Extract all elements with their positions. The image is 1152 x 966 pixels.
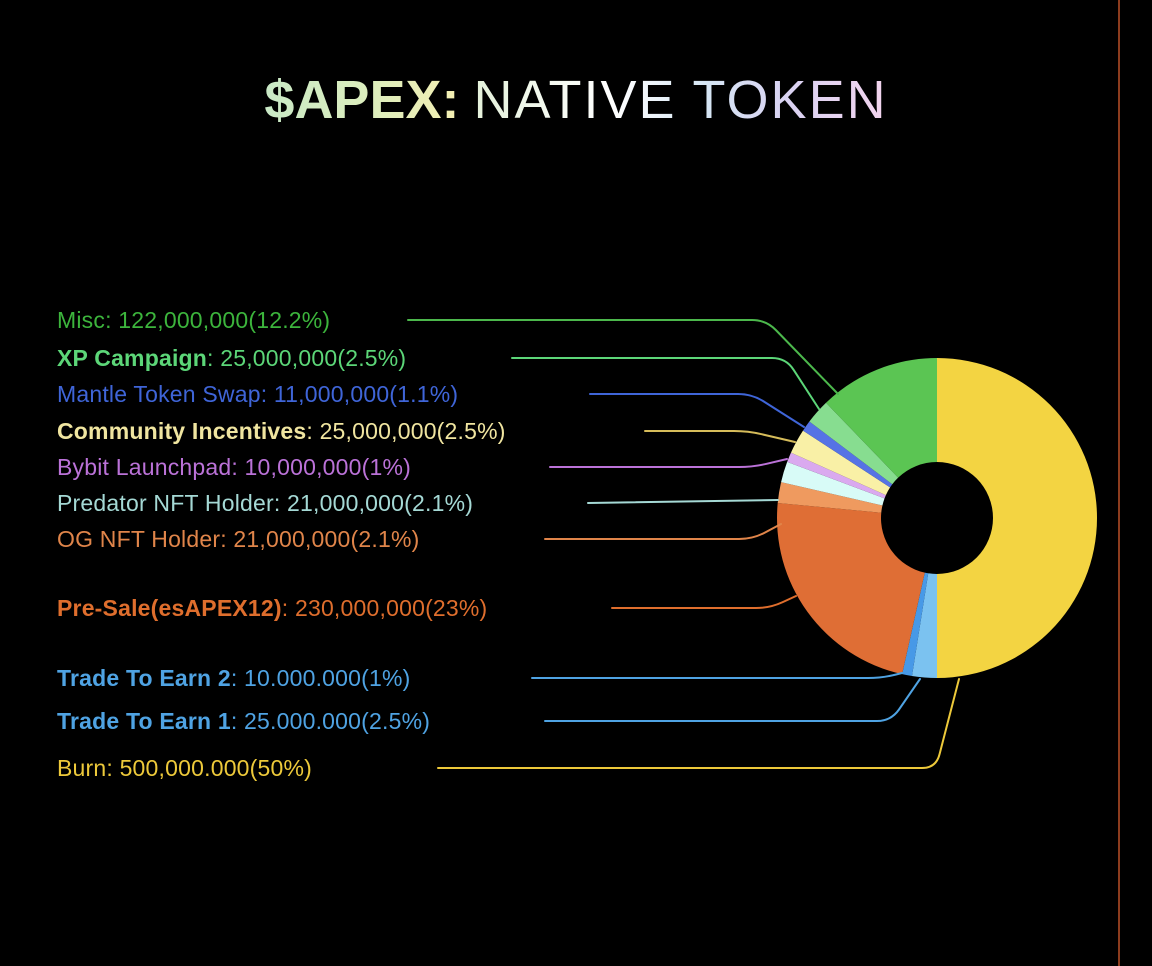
pie-slice-burn	[937, 358, 1097, 678]
pie-slice-xp-campaign	[809, 402, 899, 485]
legend-item-predator-nft-holder: Predator NFT Holder: 21,000,000(2.1%)	[57, 487, 473, 519]
leader-line-bybit-launchpad	[549, 458, 788, 468]
pie-slice-og-nft-holder	[777, 482, 883, 513]
leader-line-xp-campaign	[511, 357, 820, 410]
pie-slice-trade-to-earn-1	[911, 573, 937, 678]
legend-item-name: Trade To Earn 2	[57, 665, 231, 691]
leader-line-trade-to-earn-1	[544, 678, 921, 722]
legend-item-misc: Misc: 122,000,000(12.2%)	[57, 304, 330, 336]
legend-item-mantle-token-swap: Mantle Token Swap: 11,000,000(1.1%)	[57, 378, 458, 410]
legend-item-value: : 11,000,000(1.1%)	[260, 381, 459, 407]
leader-line-misc	[407, 319, 839, 395]
legend-item-burn: Burn: 500,000.000(50%)	[57, 752, 312, 784]
page-title: $APEX: NATIVE TOKEN	[0, 68, 1152, 132]
legend-item-value: : 21,000,000(2.1%)	[273, 490, 474, 516]
legend-item-value: : 230,000,000(23%)	[281, 595, 488, 621]
leader-line-og-nft-holder	[544, 523, 782, 540]
legend-item-value: : 10.000.000(1%)	[230, 665, 411, 691]
legend-item-name: Bybit Launchpad	[57, 454, 232, 480]
pie-slice-misc	[826, 358, 937, 478]
legend-item-value: : 122,000,000(12.2%)	[105, 307, 331, 333]
legend-item-name: Pre-Sale(esAPEX12)	[57, 595, 282, 621]
legend-item-trade-to-earn-1: Trade To Earn 1: 25.000.000(2.5%)	[57, 705, 430, 737]
legend-item-value: : 21,000,000(2.1%)	[220, 526, 420, 552]
legend-item-bybit-launchpad: Bybit Launchpad: 10,000,000(1%)	[57, 451, 411, 483]
pie-slice-predator-nft-holder	[781, 461, 885, 506]
legend-item-value: : 25,000,000(2.5%)	[207, 345, 407, 371]
legend-item-name: Mantle Token Swap	[57, 381, 261, 407]
legend-item-value: : 500,000.000(50%)	[106, 755, 313, 781]
legend-item-value: : 25,000,000(2.5%)	[306, 418, 506, 444]
legend-item-value: : 10,000,000(1%)	[231, 454, 412, 480]
legend-item-trade-to-earn-2: Trade To Earn 2: 10.000.000(1%)	[57, 662, 411, 694]
legend-item-community-incentives: Community Incentives: 25,000,000(2.5%)	[57, 415, 506, 447]
legend-item-name: Burn	[57, 755, 107, 781]
legend-item-name: XP Campaign	[57, 345, 208, 371]
pie-slice-pre-sale-esapex12	[776, 502, 925, 675]
legend-item-pre-sale-esapex12: Pre-Sale(esAPEX12): 230,000,000(23%)	[57, 592, 487, 624]
leader-line-pre-sale-esapex12	[611, 595, 797, 609]
legend-item-value: : 25.000.000(2.5%)	[230, 708, 431, 734]
page-title-accent: $APEX:	[264, 70, 460, 130]
leader-line-burn	[437, 678, 960, 769]
legend-item-name: Misc	[57, 307, 106, 333]
legend-item-name: Community Incentives	[57, 418, 307, 444]
page-title-rest: NATIVE TOKEN	[473, 70, 888, 130]
legend-item-xp-campaign: XP Campaign: 25,000,000(2.5%)	[57, 342, 406, 374]
legend-item-name: Predator NFT Holder	[57, 490, 274, 516]
pie-slice-bybit-launchpad	[787, 452, 886, 499]
legend-item-name: Trade To Earn 1	[57, 708, 231, 734]
leader-line-trade-to-earn-2	[531, 672, 903, 679]
leader-line-mantle-token-swap	[589, 393, 805, 428]
leader-line-community-incentives	[644, 430, 796, 443]
pie-slice-community-incentives	[790, 430, 891, 496]
leader-line-predator-nft-holder	[587, 499, 779, 504]
pie-slice-mantle-token-swap	[803, 421, 893, 488]
legend-item-og-nft-holder: OG NFT Holder: 21,000,000(2.1%)	[57, 523, 419, 555]
pie-slice-trade-to-earn-2	[902, 572, 929, 677]
legend-item-name: OG NFT Holder	[57, 526, 221, 552]
